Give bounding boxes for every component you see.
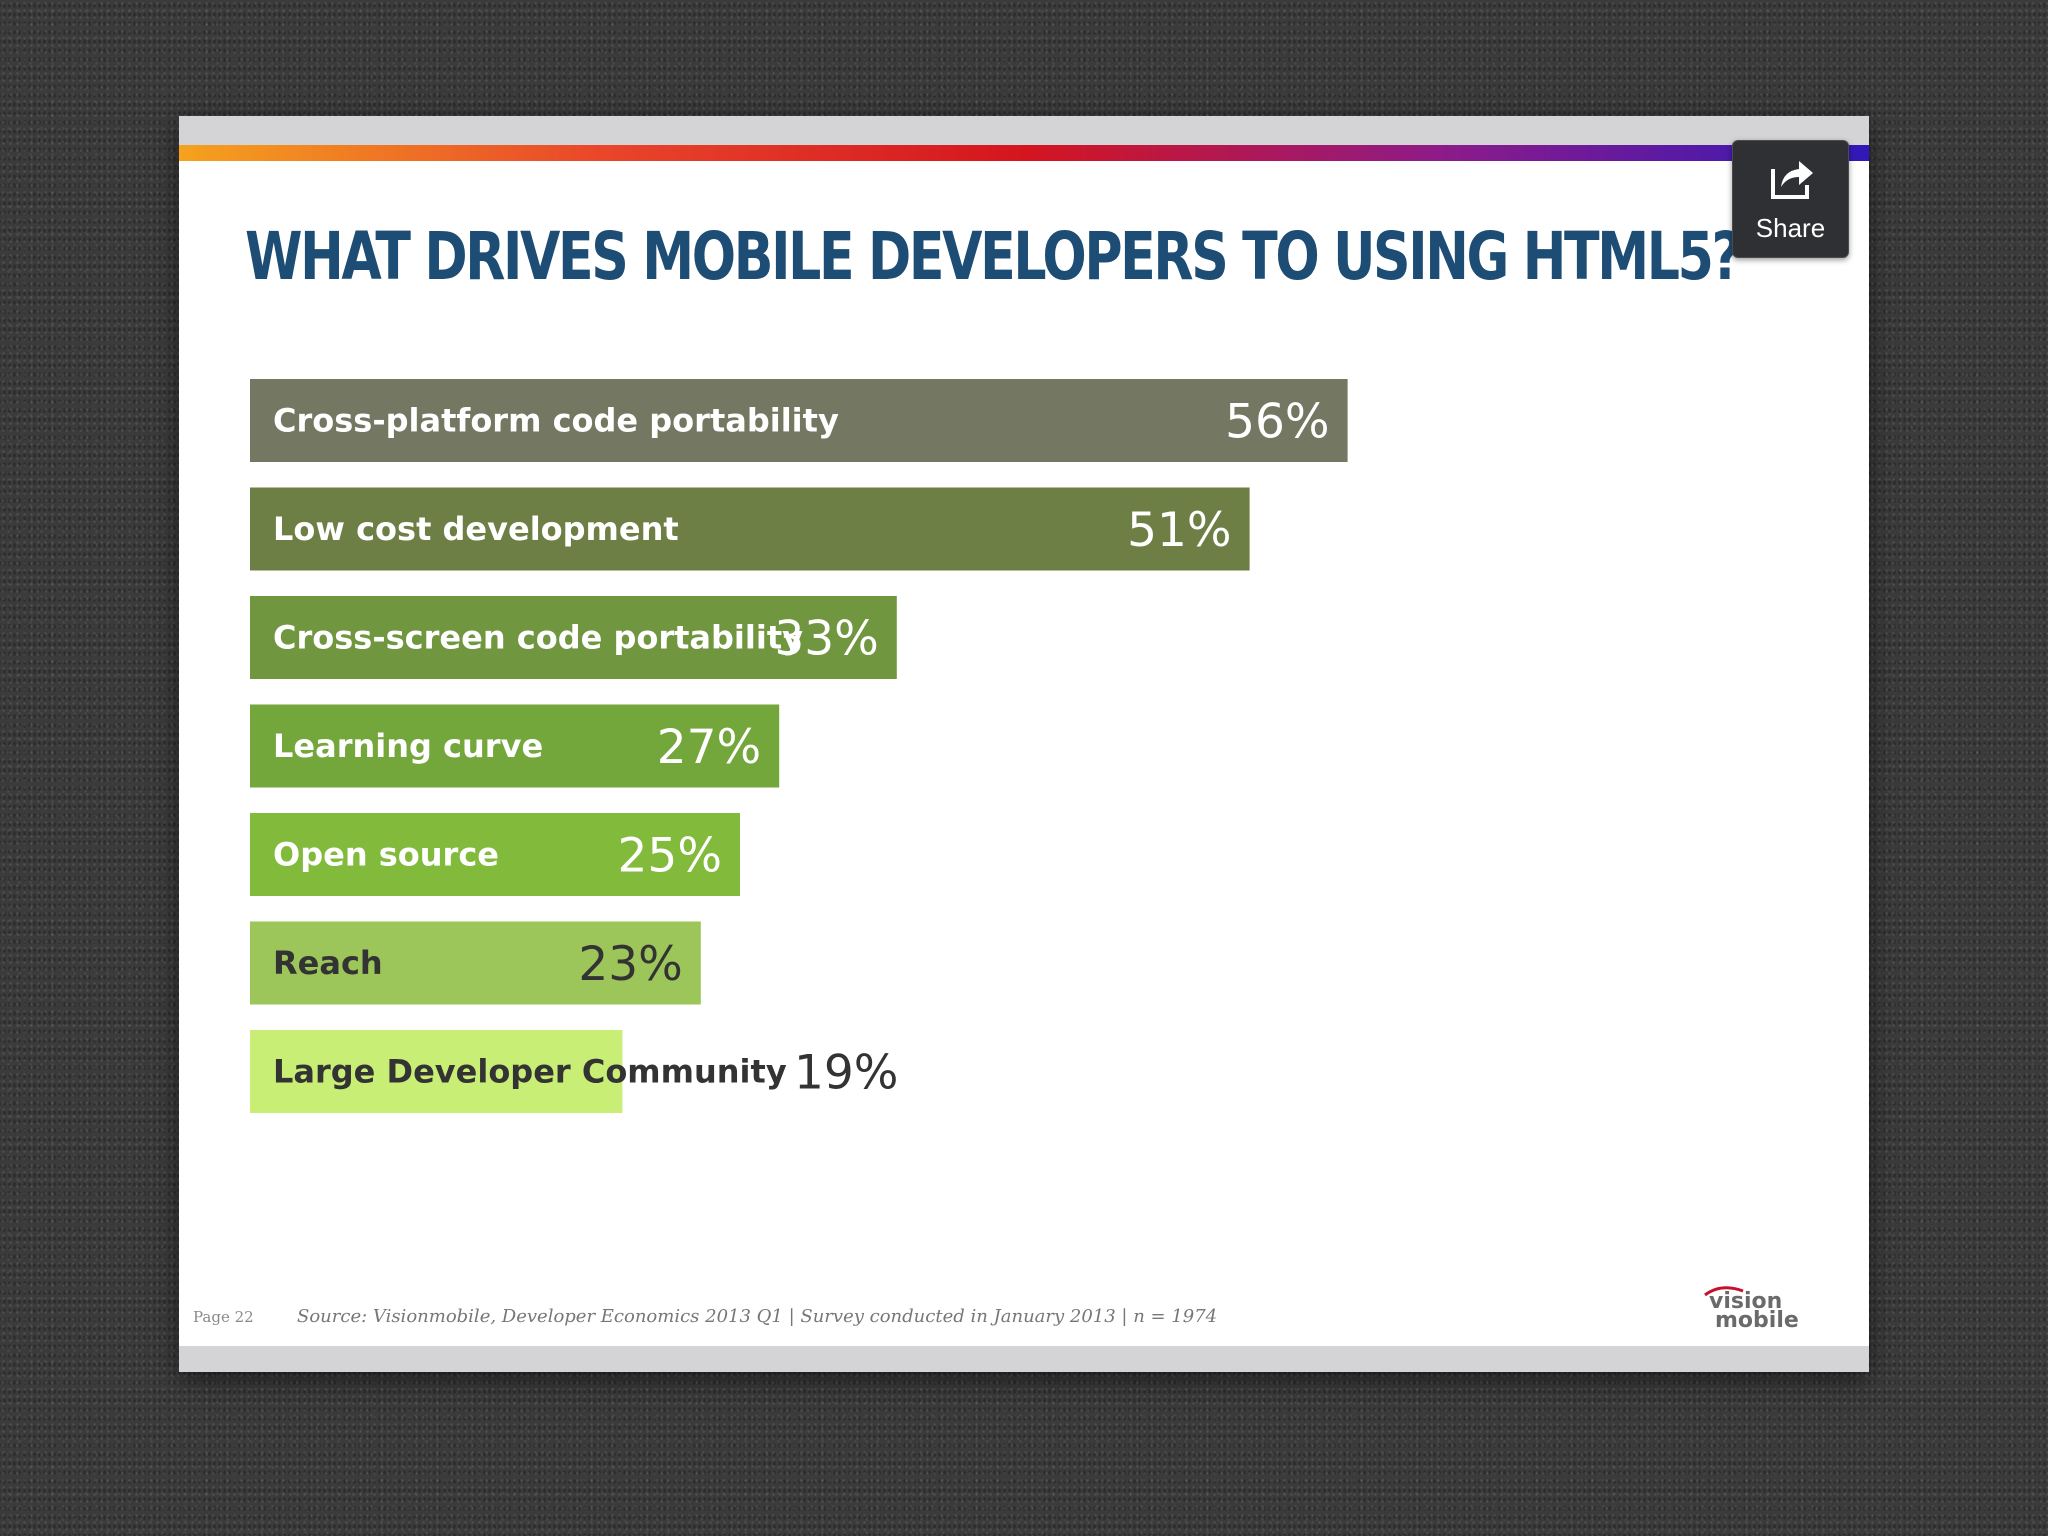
bar-category-label: Large Developer Community: [273, 1053, 787, 1091]
bar-category-label: Cross-screen code portability: [273, 619, 803, 657]
bar: [250, 704, 780, 788]
share-icon: [1771, 161, 1813, 199]
slide-top-band: [179, 116, 1869, 145]
visionmobile-logo: vision mobile: [1704, 1286, 1799, 1331]
source-note: Source: Visionmobile, Developer Economic…: [297, 1306, 1218, 1327]
bar-category-label: Learning curve: [273, 727, 543, 765]
share-label: Share: [1755, 213, 1826, 243]
bar: [250, 379, 1348, 462]
logo-line-1: vision: [1709, 1289, 1782, 1314]
slide-bottom-band: [179, 1346, 1869, 1372]
bar-value-label: 33%: [774, 612, 878, 667]
chart-title: WHAT DRIVES MOBILE DEVELOPERS TO USING H…: [245, 218, 1742, 295]
bar-value-label: 23%: [578, 937, 682, 992]
accent-color-strip: [179, 145, 1869, 161]
bar-value-label: 56%: [1225, 395, 1329, 450]
share-button[interactable]: Share: [1732, 140, 1849, 258]
bar: [250, 813, 740, 896]
bar-value-label: 51%: [1127, 503, 1231, 558]
bar-value-label: 19%: [794, 1046, 898, 1101]
bar: [250, 487, 1250, 571]
bar-value-label: 27%: [657, 720, 761, 775]
bar: [250, 1030, 623, 1113]
bar: [250, 596, 897, 679]
logo-line-2: mobile: [1715, 1308, 1799, 1331]
page-number: Page 22: [193, 1308, 254, 1326]
bar-chart: Cross-platform code portability 56% Low co…: [250, 379, 1348, 1113]
bar-value-label: 25%: [618, 829, 722, 884]
bar-category-label: Cross-platform code portability: [273, 402, 839, 440]
bar-category-label: Low cost development: [273, 510, 679, 548]
bar-category-label: Reach: [273, 944, 383, 982]
bar-category-label: Open source: [273, 836, 499, 874]
bar: [250, 921, 701, 1005]
slide: WHAT DRIVES MOBILE DEVELOPERS TO USING H…: [179, 116, 1869, 1372]
